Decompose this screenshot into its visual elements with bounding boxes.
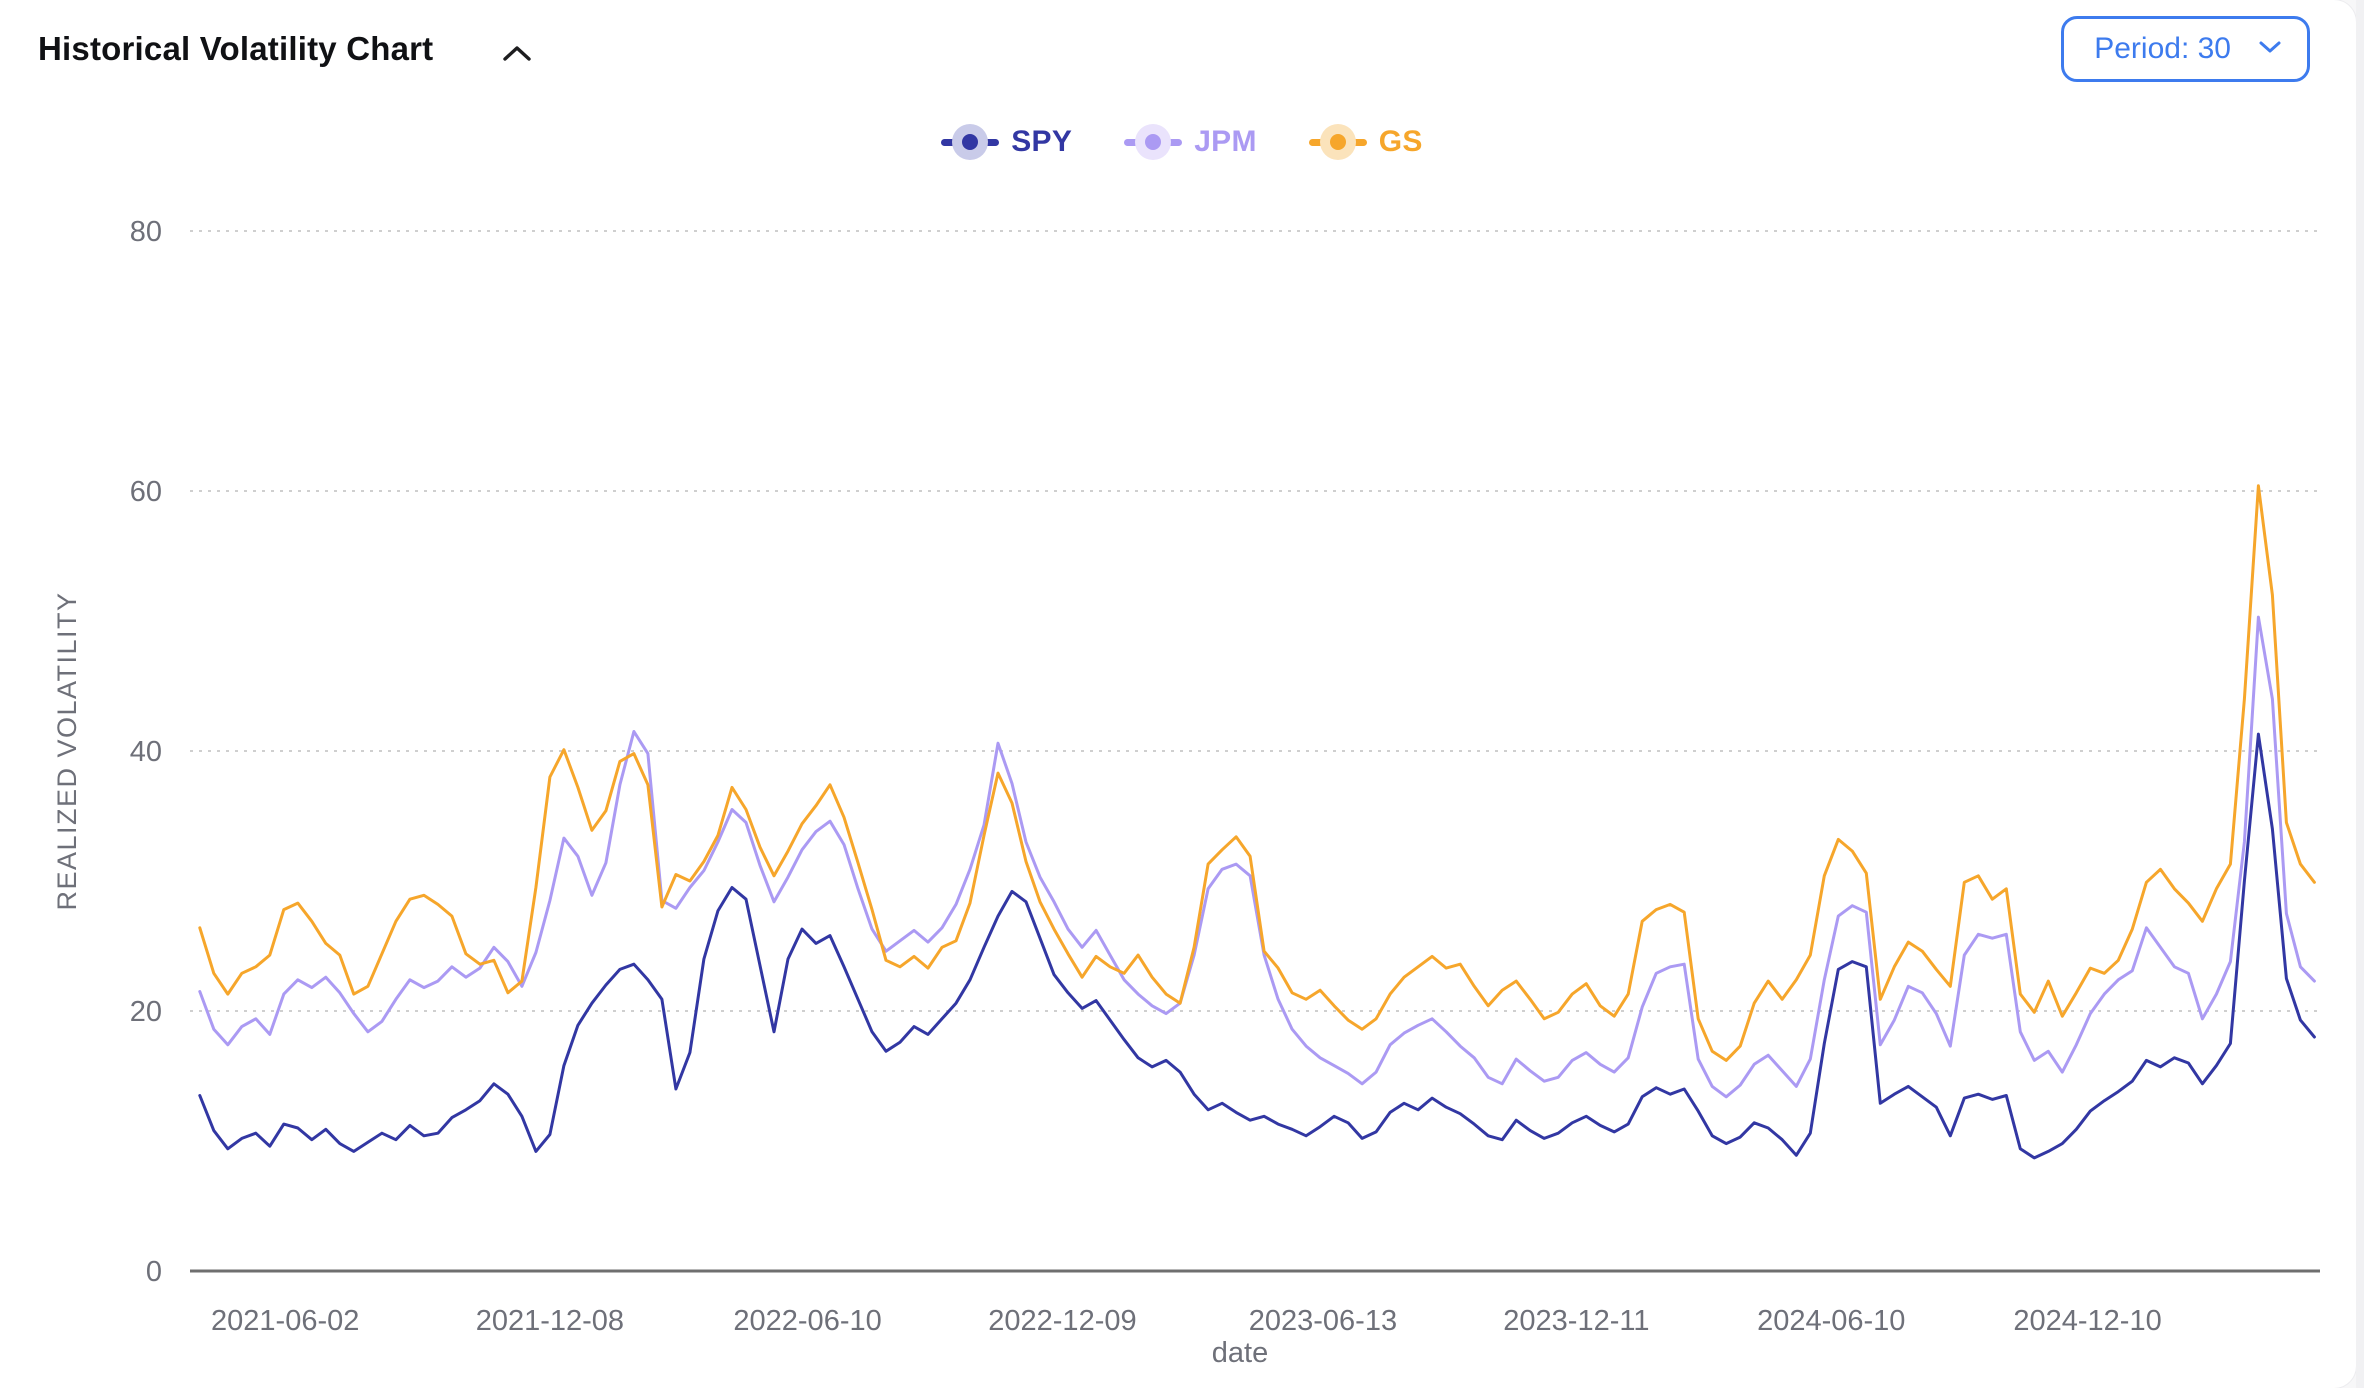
x-tick-label: 2024-06-10	[1757, 1305, 1905, 1337]
series-line-gs[interactable]	[198, 484, 2316, 1062]
x-axis-name: date	[1212, 1337, 1268, 1369]
legend-item-spy[interactable]: SPY	[941, 124, 1072, 160]
series-line-spy[interactable]	[198, 732, 2316, 1160]
y-tick-label: 0	[146, 1256, 162, 1288]
x-tick-label: 2023-12-11	[1503, 1305, 1649, 1337]
legend-marker-gs-icon	[1308, 124, 1367, 160]
x-tick-label: 2022-06-10	[733, 1305, 881, 1337]
chart-legend: SPY JPM GS	[0, 124, 2364, 160]
y-tick-label: 60	[130, 476, 162, 508]
chevron-down-icon	[2257, 38, 2283, 61]
legend-marker-jpm-icon	[1124, 124, 1183, 160]
x-tick-label: 2023-06-13	[1249, 1305, 1397, 1337]
page-scrollbar[interactable]	[2356, 0, 2364, 1388]
x-tick-label: 2022-12-09	[988, 1305, 1136, 1337]
legend-label: GS	[1378, 125, 1423, 158]
chevron-up-icon	[500, 43, 536, 65]
legend-item-gs[interactable]: GS	[1308, 124, 1423, 160]
y-axis-name: REALIZED VOLATILITY	[52, 591, 82, 910]
legend-label: SPY	[1011, 125, 1073, 158]
collapse-chart-button[interactable]	[500, 40, 536, 68]
x-tick-label: 2021-06-02	[211, 1305, 359, 1337]
series-line-jpm[interactable]	[198, 615, 2316, 1099]
y-tick-label: 40	[130, 736, 162, 768]
page-title: Historical Volatility Chart	[38, 30, 434, 67]
legend-item-jpm[interactable]: JPM	[1124, 124, 1257, 160]
period-dropdown-value: Period: 30	[2094, 32, 2231, 65]
y-tick-label: 80	[130, 216, 162, 248]
y-tick-label: 20	[130, 996, 162, 1028]
x-tick-label: 2021-12-08	[476, 1305, 624, 1337]
period-dropdown[interactable]: Period: 30	[2061, 16, 2310, 82]
x-tick-label: 2024-12-10	[2013, 1305, 2161, 1337]
legend-label: JPM	[1194, 125, 1257, 158]
legend-marker-spy-icon	[941, 124, 1000, 160]
